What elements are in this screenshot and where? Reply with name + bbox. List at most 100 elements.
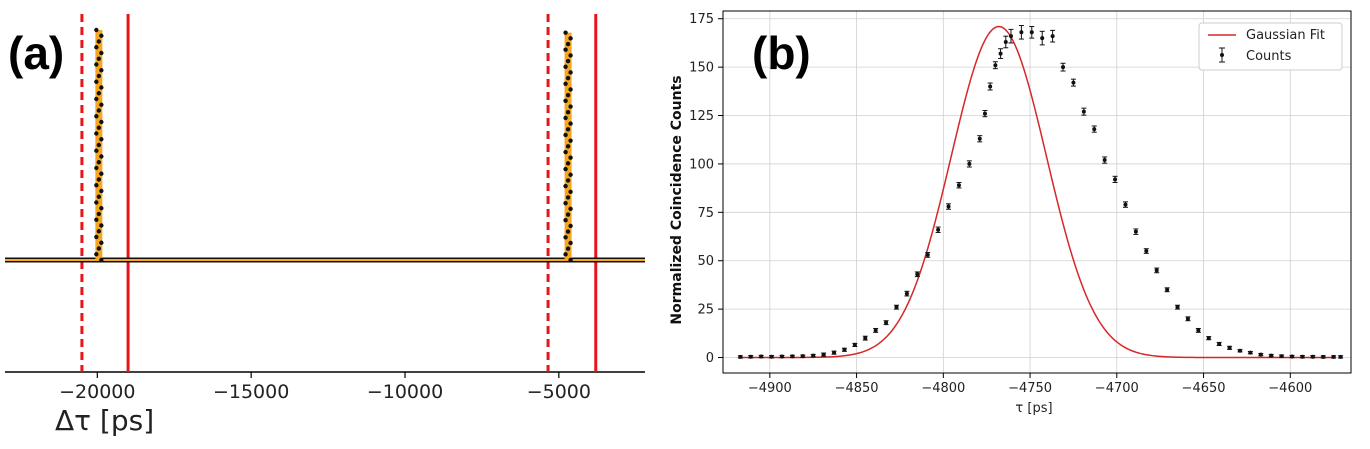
count-marker: [821, 352, 826, 357]
count-marker: [873, 328, 878, 333]
panel-b-label: (b): [752, 27, 811, 79]
legend-counts-label: Counts: [1246, 49, 1292, 64]
count-marker: [1227, 345, 1232, 350]
count-point: [1268, 353, 1274, 358]
legend-counts-swatch: [1219, 47, 1225, 63]
peak-1-point: [94, 114, 99, 119]
peak-2-point: [565, 75, 571, 81]
y-tick-label: 50: [697, 254, 714, 269]
panel-b-gaussian-fit: [740, 25, 1334, 359]
peak-1-point: [94, 165, 99, 171]
peak-2-point: [565, 92, 571, 98]
count-point: [769, 354, 775, 359]
count-marker: [1279, 354, 1284, 359]
count-point: [914, 271, 920, 278]
count-marker: [1310, 354, 1315, 359]
peak-1-point: [99, 68, 104, 73]
count-marker: [1321, 354, 1326, 359]
count-marker: [1217, 341, 1222, 346]
peak-1-point: [99, 50, 104, 56]
count-marker: [1185, 316, 1190, 321]
count-marker: [1019, 30, 1024, 35]
panel-a-data: [5, 27, 645, 263]
count-point: [1081, 107, 1087, 116]
count-marker: [915, 272, 920, 277]
peak-1-point: [94, 131, 99, 136]
count-marker: [1113, 177, 1118, 182]
count-point: [779, 354, 785, 359]
peak-1-point: [94, 148, 99, 153]
count-point: [935, 226, 941, 233]
gaussian-fit-line: [740, 25, 1334, 359]
peak-2-point: [568, 104, 573, 109]
y-tick-label: 25: [697, 303, 714, 318]
count-marker: [769, 354, 774, 359]
x-tick-label: −4850: [835, 381, 879, 396]
count-point: [1133, 228, 1139, 235]
peak-2-point: [563, 115, 568, 121]
peak-2-point: [565, 41, 571, 47]
count-point: [904, 290, 910, 297]
peak-2-point: [568, 70, 573, 75]
count-marker: [790, 354, 795, 359]
peak-2-point: [563, 252, 568, 257]
count-point: [821, 352, 827, 357]
peak-2-point: [563, 235, 568, 240]
count-marker: [993, 63, 998, 68]
count-point: [1195, 327, 1201, 333]
peak-2-point: [563, 30, 568, 35]
peak-2-point: [568, 87, 573, 92]
peak-1-point: [96, 108, 102, 113]
peak-2-point: [568, 223, 573, 229]
peak-1-point: [96, 91, 102, 96]
count-marker: [982, 111, 987, 116]
count-point: [1237, 348, 1243, 353]
x-tick-label: −4700: [1095, 381, 1139, 396]
y-tick-label: 150: [689, 61, 714, 76]
peak-2-point: [563, 98, 568, 104]
count-marker: [759, 354, 764, 359]
count-point: [1258, 352, 1264, 357]
y-tick-label: 125: [689, 109, 714, 124]
count-point: [1164, 287, 1170, 293]
count-marker: [1003, 39, 1008, 44]
peak-2-point: [568, 257, 573, 263]
panel-a-x-ticks: −20000 −15000 −10000 −5000: [59, 372, 591, 403]
peak-2-point: [563, 47, 568, 52]
count-marker: [1237, 348, 1242, 353]
count-marker: [946, 204, 951, 209]
count-marker: [748, 354, 753, 359]
x-tick-label: −4750: [1008, 381, 1052, 396]
count-marker: [1133, 229, 1138, 234]
count-point: [1247, 350, 1253, 355]
peak-1-point: [94, 96, 99, 102]
legend-fit-label: Gaussian Fit: [1246, 28, 1325, 43]
peak-2-point: [563, 81, 568, 87]
count-point: [992, 61, 998, 70]
count-marker: [800, 354, 805, 359]
count-point: [1112, 175, 1118, 184]
panel-b-plot-frame: [722, 10, 1352, 374]
peak-1-point: [99, 102, 104, 107]
x-tick-label: −4600: [1268, 381, 1312, 396]
peak-2-point: [568, 155, 573, 160]
count-marker: [1331, 354, 1336, 359]
peak-1-point: [99, 154, 104, 159]
count-marker: [956, 183, 961, 188]
peak-2-point: [563, 149, 568, 155]
count-point: [1310, 354, 1316, 359]
count-marker: [1081, 109, 1086, 114]
x-tick-label: −4650: [1182, 381, 1226, 396]
count-point: [1331, 354, 1337, 359]
peak-1-point: [96, 73, 102, 79]
peak-1-point: [94, 27, 99, 33]
peak-2-point: [565, 178, 571, 183]
peak-2-point: [563, 132, 568, 138]
peak-1-point: [99, 240, 104, 245]
x-tick-label: −20000: [59, 381, 135, 403]
count-point: [982, 110, 988, 118]
peak-1-point: [94, 45, 99, 50]
peak-2-point: [568, 138, 573, 143]
count-marker: [925, 252, 930, 257]
